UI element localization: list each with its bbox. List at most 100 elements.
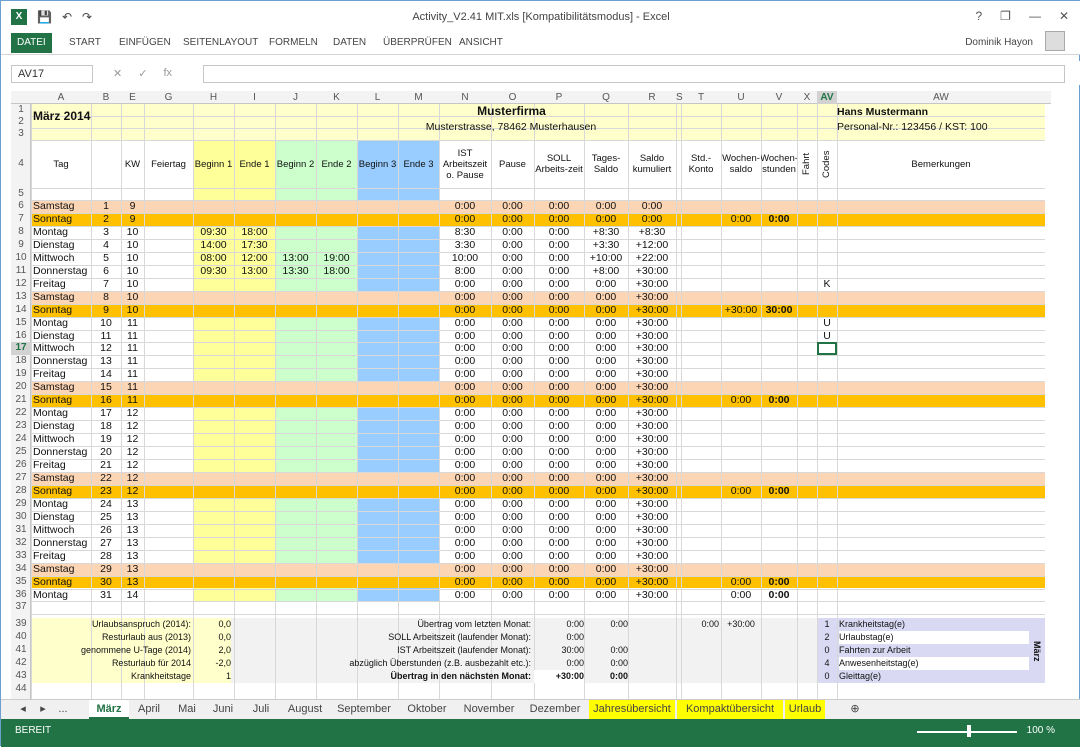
day-cell[interactable]: 0:00 (454, 420, 476, 433)
day-cell[interactable]: 0:00 (502, 303, 523, 316)
day-cell[interactable]: 0:00 (595, 212, 617, 225)
sheet-tab[interactable]: April (137, 703, 160, 715)
fx-icon[interactable]: fx (163, 67, 172, 79)
row-header[interactable]: 29 (15, 497, 27, 509)
day-cell[interactable]: 11 (127, 381, 138, 394)
day-cell[interactable]: 0:00 (548, 381, 570, 394)
day-cell[interactable]: 11 (127, 342, 138, 355)
day-cell[interactable]: 0:00 (548, 329, 570, 342)
day-cell[interactable]: +30:00 (635, 264, 669, 277)
zoom-level[interactable]: 100 % (1026, 725, 1055, 736)
column-header[interactable]: J (293, 92, 298, 103)
day-cell[interactable]: +30:00 (635, 394, 669, 407)
tab-daten[interactable]: DATEN (333, 37, 367, 48)
day-cell[interactable]: 0:00 (454, 329, 476, 342)
summary-label[interactable]: SOLL Arbeitszeit (laufender Monat): (388, 632, 531, 643)
day-cell[interactable]: +30:00 (635, 510, 669, 523)
day-cell[interactable]: 11 (127, 329, 138, 342)
day-name[interactable]: Dienstag (33, 238, 75, 251)
summary-label[interactable]: IST Arbeitszeit (laufender Monat): (397, 645, 531, 656)
day-cell[interactable]: 0:00 (548, 238, 570, 251)
day-cell[interactable]: 0:00 (768, 394, 790, 407)
day-cell[interactable]: 0:00 (502, 355, 523, 368)
row-header[interactable]: 30 (15, 510, 27, 522)
day-cell[interactable]: +30:00 (635, 459, 669, 471)
day-cell[interactable]: 13 (126, 549, 139, 562)
legend-code[interactable]: 0 (824, 645, 830, 656)
day-cell[interactable]: 0:00 (595, 562, 617, 575)
day-cell[interactable]: 0:00 (454, 588, 476, 601)
day-cell[interactable]: 12 (126, 420, 139, 433)
day-cell[interactable]: 0:00 (548, 264, 570, 277)
day-cell[interactable]: 10 (126, 290, 139, 303)
day-cell[interactable]: 11 (127, 355, 138, 368)
day-cell[interactable]: 0:00 (548, 407, 570, 420)
day-cell[interactable]: 0:00 (454, 446, 476, 459)
day-cell[interactable]: 0:00 (502, 523, 523, 536)
column-heading[interactable]: Wochen-stunden (761, 153, 797, 175)
day-cell[interactable]: 0:00 (502, 446, 523, 459)
day-cell[interactable]: 12:00 (241, 251, 268, 264)
row-header[interactable]: 7 (18, 212, 24, 224)
column-heading[interactable]: Tages-Saldo (591, 153, 621, 175)
tab-start[interactable]: START (69, 37, 101, 48)
day-name[interactable]: Sonntag (33, 394, 73, 407)
day-cell[interactable]: 2 (103, 212, 109, 225)
day-cell[interactable]: 0:00 (502, 549, 523, 562)
day-cell[interactable]: 13 (126, 523, 139, 536)
personal-number[interactable]: Personal-Nr.: 123456 / KST: 100 (837, 121, 988, 133)
day-cell[interactable]: 30:00 (765, 303, 793, 316)
day-cell[interactable]: 0:00 (595, 277, 617, 290)
day-cell[interactable]: 0:00 (595, 200, 617, 212)
day-cell[interactable]: 4 (103, 238, 109, 251)
sheet-tab[interactable]: Urlaub (785, 700, 825, 719)
summary-value[interactable]: +30:00 (534, 670, 584, 684)
column-heading[interactable]: SOLL Arbeits-zeit (535, 153, 583, 175)
day-cell[interactable]: 0:00 (595, 290, 617, 303)
day-cell[interactable]: 0:00 (454, 368, 476, 381)
day-name[interactable]: Freitag (33, 277, 66, 290)
row-header[interactable]: 18 (15, 355, 27, 367)
day-cell[interactable]: 0:00 (454, 200, 476, 212)
day-cell[interactable]: 0:00 (548, 471, 570, 484)
day-cell[interactable]: 0:00 (454, 212, 476, 225)
day-cell[interactable]: +8:30 (592, 225, 620, 238)
cancel-icon[interactable]: ✕ (113, 68, 123, 80)
day-cell[interactable]: 12 (126, 433, 139, 446)
row-header[interactable]: 22 (15, 407, 27, 419)
day-cell[interactable]: +30:00 (635, 303, 669, 316)
row-header[interactable]: 23 (15, 420, 27, 432)
day-cell[interactable]: +8:30 (638, 225, 666, 238)
enter-icon[interactable]: ✓ (138, 68, 148, 80)
day-cell[interactable]: 0:00 (454, 523, 476, 536)
day-cell[interactable]: 0:00 (641, 200, 663, 212)
day-name[interactable]: Mittwoch (33, 251, 75, 264)
row-header[interactable]: 9 (18, 238, 24, 250)
day-cell[interactable]: 24 (100, 497, 112, 510)
row-header[interactable]: 35 (15, 575, 27, 587)
row-header[interactable]: 5 (18, 188, 24, 199)
day-cell[interactable]: 0:00 (595, 446, 617, 459)
day-cell[interactable]: 0:00 (502, 407, 523, 420)
day-cell[interactable]: 0:00 (454, 510, 476, 523)
legend-label[interactable]: Anwesenheitstag(e) (839, 657, 1029, 671)
day-cell[interactable]: 0:00 (548, 368, 570, 381)
legend-code[interactable]: 4 (824, 658, 830, 669)
day-cell[interactable]: 10 (126, 277, 139, 290)
row-header[interactable]: 19 (15, 368, 27, 380)
day-cell[interactable]: 0:00 (502, 251, 523, 264)
company-name[interactable]: Musterfirma (477, 105, 546, 118)
day-cell[interactable]: 21 (100, 459, 112, 471)
sheet-tab[interactable]: Juli (252, 703, 270, 715)
day-name[interactable]: Dienstag (33, 510, 75, 523)
day-cell[interactable]: 13:30 (282, 264, 309, 277)
summary-value[interactable]: 0:00 (566, 658, 584, 669)
day-cell[interactable]: 26 (100, 523, 112, 536)
row-header[interactable]: 17 (11, 342, 31, 356)
day-cell[interactable]: 0:00 (548, 355, 570, 368)
day-cell[interactable]: +30:00 (635, 562, 669, 575)
row-header[interactable]: 27 (15, 471, 27, 483)
day-name[interactable]: Freitag (33, 368, 66, 381)
tab-formeln[interactable]: FORMELN (269, 37, 318, 48)
day-cell[interactable]: 0:00 (502, 510, 523, 523)
